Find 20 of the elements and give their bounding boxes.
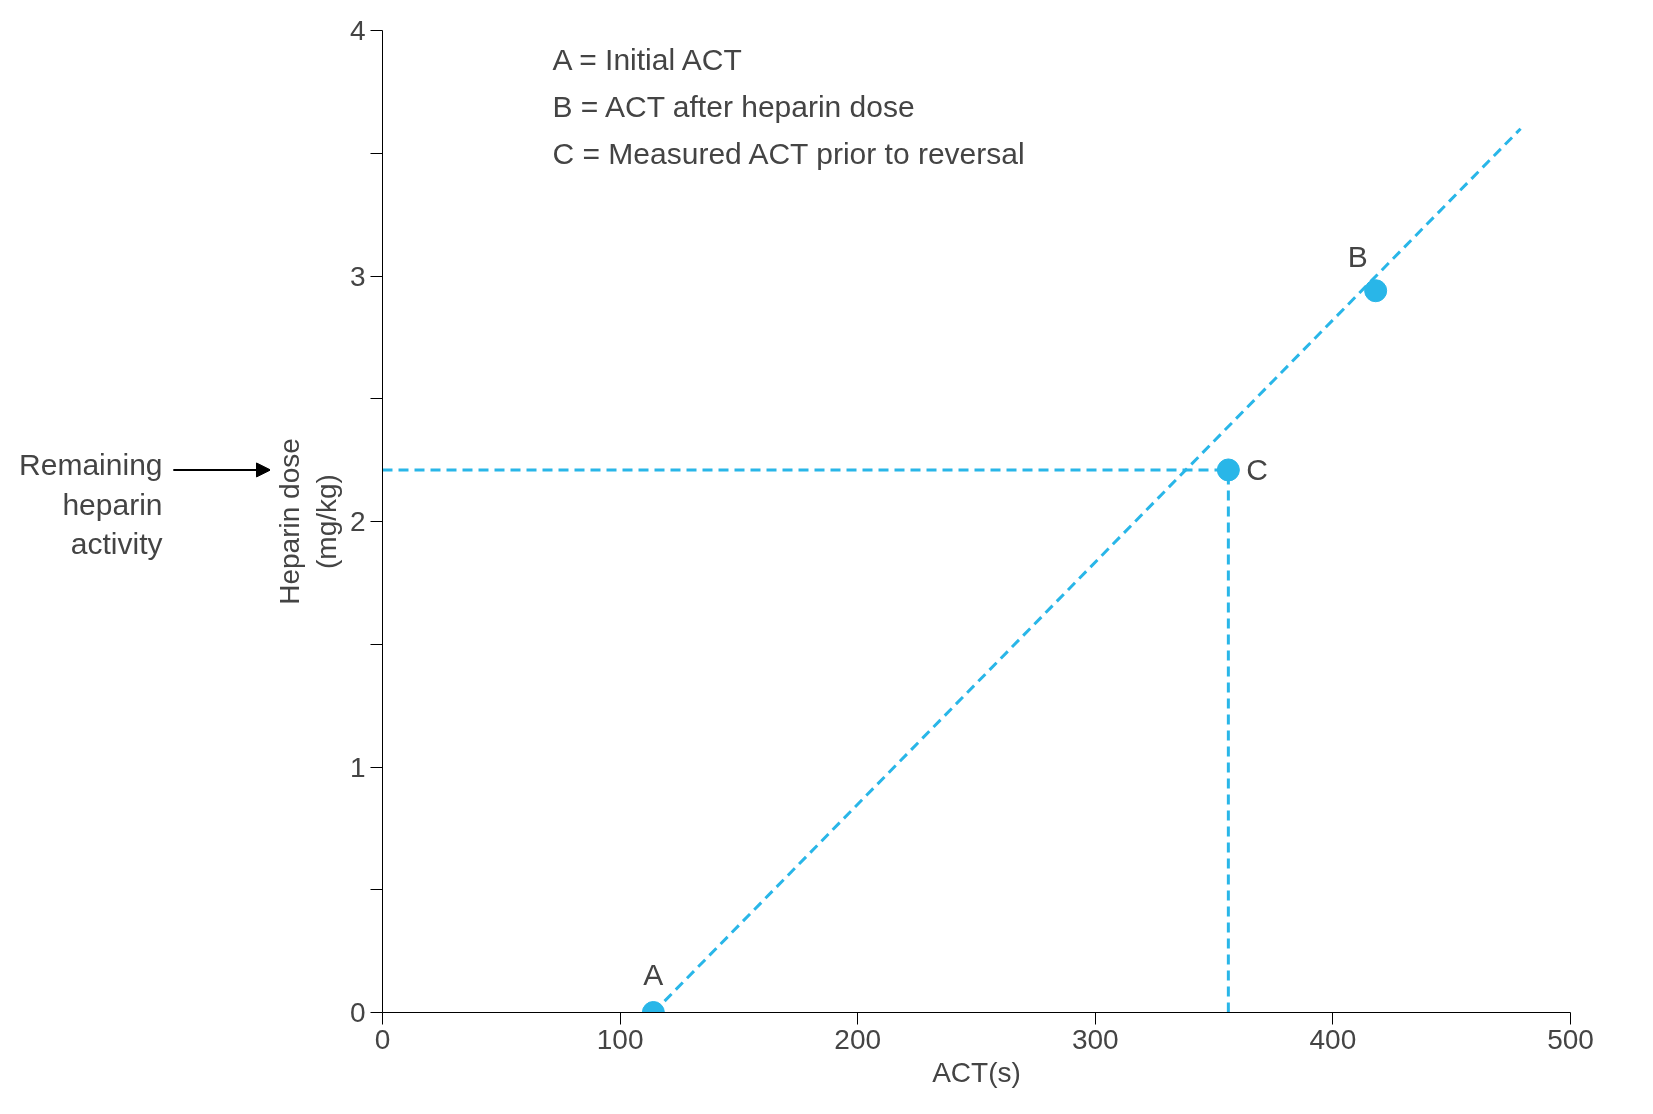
y-tick-label: 2 — [349, 506, 366, 537]
y-tick-label: 0 — [349, 997, 366, 1028]
annotation: B = ACT after heparin dose — [552, 89, 915, 123]
y-axis-title: Heparin dose (mg/kg) — [273, 438, 342, 605]
x-tick-label: 100 — [596, 1023, 644, 1055]
y-tick-label: 3 — [349, 260, 366, 292]
annotation: C = Measured ACT prior to reversal — [552, 136, 1025, 170]
x-tick-label: 300 — [1071, 1023, 1119, 1055]
annotation: C — [1246, 453, 1269, 487]
text: Remaining heparin activity — [19, 447, 163, 561]
x-tick-label: 500 — [1547, 1023, 1594, 1055]
x-tick-label: 0 — [374, 1023, 391, 1055]
annotation: A — [643, 957, 664, 991]
y-tick-label: 4 — [349, 15, 366, 46]
x-axis-title: ACT(s) — [932, 1056, 1021, 1088]
y-tick-label: 1 — [349, 751, 366, 783]
x-tick-label: 200 — [834, 1023, 882, 1055]
annotation: A = Initial ACT — [552, 42, 742, 76]
annotation: B — [1347, 239, 1368, 273]
x-tick-label: 400 — [1309, 1023, 1357, 1055]
